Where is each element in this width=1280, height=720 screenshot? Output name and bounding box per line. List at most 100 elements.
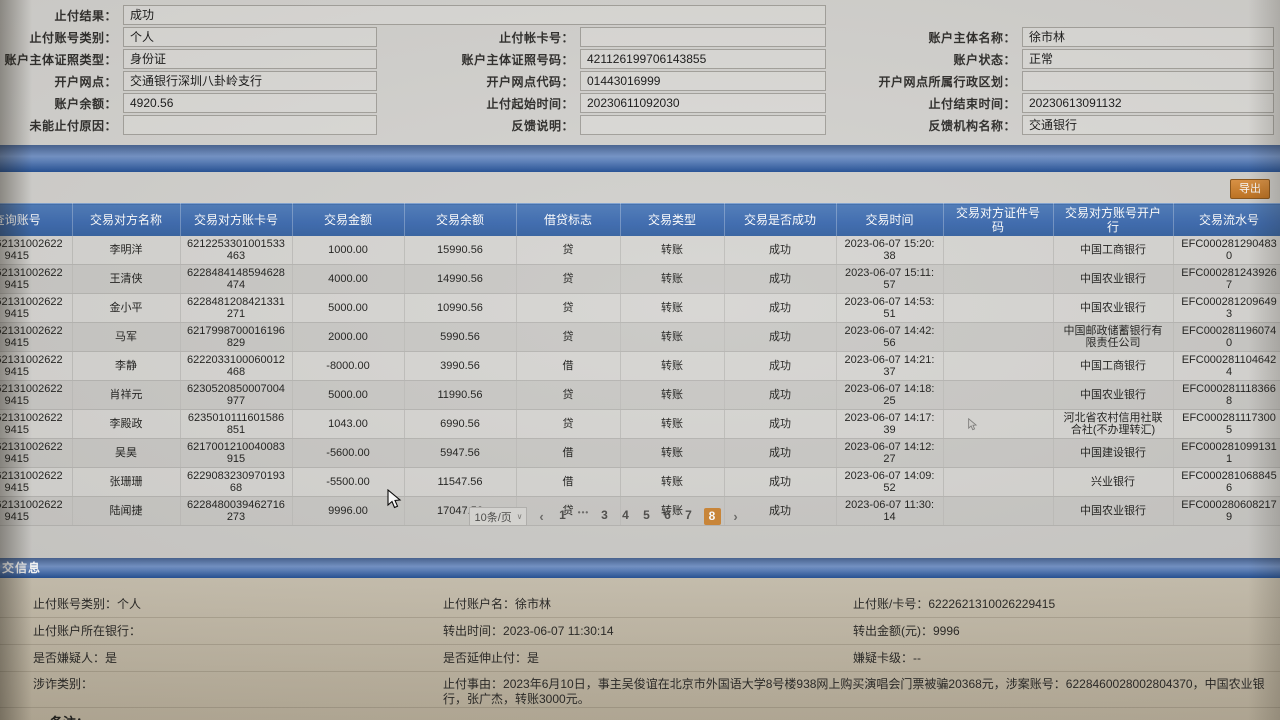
table-cell: 6222621310026229415: [0, 293, 73, 323]
field-value: 交通银行深圳八卦岭支行: [123, 71, 377, 91]
column-header: 借贷标志: [516, 203, 621, 236]
field-label: 止付账号类别：: [29, 30, 117, 45]
detail-field: 止付账户名：徐市林: [443, 597, 853, 612]
detail-label: 涉诈类别：: [33, 677, 94, 691]
table-cell: 贷: [516, 496, 621, 526]
pagination: 10条/页 ∨ ‹ 1 ••• 3 4 5 6 7 8 ›: [0, 507, 1245, 526]
page-button-1[interactable]: 1: [559, 508, 566, 522]
table-cell: 借: [516, 467, 621, 497]
field-label: 反馈机构名称：: [928, 118, 1016, 133]
detail-value: 9996: [933, 623, 960, 638]
table-cell: 6222621310026229415: [0, 409, 73, 439]
transactions-table: 查询账号交易对方名称交易对方账卡号交易金额交易余额借贷标志交易类型交易是否成功交…: [0, 203, 1280, 526]
table-cell: [943, 351, 1054, 381]
form-row: 止付账号类别： 个人 止付帐卡号： 账户主体名称： 徐市林: [0, 26, 1280, 48]
page-size-label: 10条/页: [474, 511, 512, 524]
detail-label: 止付账/卡号：: [853, 596, 929, 611]
detail-value: 2023年6月10日，事主吴俊谊在北京市外国语大学8号楼938网上购买演唱会门票…: [443, 677, 1265, 706]
column-header: 交易余额: [404, 203, 517, 236]
field-label: 账户主体名称：: [928, 30, 1016, 45]
form-row: 止付结果： 成功: [0, 4, 1280, 26]
page-size-select[interactable]: 10条/页 ∨: [468, 507, 527, 526]
table-cell: 借: [516, 438, 621, 468]
table-cell: [943, 409, 1054, 439]
export-button[interactable]: 导出: [1230, 179, 1270, 199]
table-cell: 河北省农村信用社联合社(不办理转汇): [1053, 409, 1174, 439]
detail-row: 止付账户所在银行： 转出时间：2023-06-07 11:30:14 转出金额(元)…: [0, 618, 1280, 645]
table-cell: 转账: [620, 467, 725, 497]
page-ellipsis[interactable]: •••: [577, 508, 590, 517]
transactions-section: 查询账号交易对方名称交易对方账卡号交易金额交易余额借贷标志交易类型交易是否成功交…: [0, 203, 1280, 558]
page-button-4[interactable]: 4: [622, 508, 629, 522]
field-value: [580, 27, 826, 47]
table-cell: 6222621310026229415: [0, 351, 73, 381]
field-value: [1022, 71, 1274, 91]
page-button-7[interactable]: 7: [685, 508, 692, 522]
detail-field: 是否延伸止付：是: [443, 651, 853, 666]
detail-field: 嫌疑卡级：--: [853, 651, 1280, 666]
table-cell: 兴业银行: [1053, 467, 1174, 497]
table-cell: 李殿政: [72, 409, 181, 439]
table-cell: 转账: [620, 322, 725, 352]
detail-field: 是否嫌疑人：是: [33, 651, 443, 666]
table-cell: 3990.56: [404, 351, 517, 381]
prev-page-button[interactable]: ‹: [539, 509, 544, 524]
column-header: 交易时间: [836, 203, 944, 236]
field-label: 开户网点所属行政区划：: [878, 74, 1016, 89]
table-cell: 6228484148594628474: [180, 264, 293, 294]
table-cell: EFC0002812904830: [1173, 236, 1280, 265]
detail-field: 止付账户所在银行：: [33, 624, 443, 639]
field-value: 20230611092030: [580, 93, 826, 113]
table-cell: 成功: [724, 351, 837, 381]
table-cell: 转账: [620, 409, 725, 439]
table-cell: 11547.56: [404, 467, 517, 497]
stop-payment-detail-panel: 止付账号类别：个人 止付账户名：徐市林 止付账/卡号：622262131002622…: [0, 578, 1280, 720]
table-cell: 2023-06-07 14:42:56: [836, 322, 944, 352]
detail-field: 涉诈类别：: [33, 677, 443, 692]
page-button-6[interactable]: 6: [664, 508, 671, 522]
field-label: 止付帐卡号：: [498, 30, 574, 45]
note-label: 备注：: [50, 712, 89, 720]
field-label: 止付结束时间：: [928, 96, 1016, 111]
table-toolbar: 导出: [0, 172, 1280, 203]
table-cell: 成功: [724, 438, 837, 468]
table-cell: 成功: [724, 236, 837, 265]
column-header: 交易类型: [620, 203, 725, 236]
table-cell: EFC0002811173005: [1173, 409, 1280, 439]
table-cell: 成功: [724, 293, 837, 323]
table-cell: 中国邮政储蓄银行有限责任公司: [1053, 322, 1174, 352]
table-cell: 6230520850007004977: [180, 380, 293, 410]
table-cell: 成功: [724, 264, 837, 294]
table-cell: 2023-06-07 14:53:51: [836, 293, 944, 323]
page-button-5[interactable]: 5: [643, 508, 650, 522]
table-cell: -5600.00: [292, 438, 405, 468]
table-cell: 转账: [620, 236, 725, 265]
detail-label: 转出时间：: [443, 623, 504, 638]
page-button-8[interactable]: 8: [703, 508, 721, 525]
table-cell: 5000.00: [292, 380, 405, 410]
detail-label: 止付账户名：: [443, 596, 516, 611]
next-page-button[interactable]: ›: [733, 509, 738, 524]
field-value: 正常: [1022, 49, 1274, 69]
form-row: 开户网点： 交通银行深圳八卦岭支行 开户网点代码： 01443016999 开户网点所属…: [0, 70, 1280, 92]
table-row: 6222621310026229415金小平622848120842133127…: [0, 293, 1280, 323]
chevron-down-icon: ∨: [516, 512, 523, 521]
table-row: 6222621310026229415张珊珊622908323097019368…: [0, 467, 1280, 497]
table-cell: 借: [516, 351, 621, 381]
page-button-3[interactable]: 3: [601, 508, 608, 522]
table-row: 6222621310026229415王清侠622848414859462847…: [0, 264, 1280, 294]
table-cell: -5500.00: [292, 467, 405, 497]
field-value: 421126199706143855: [580, 49, 826, 69]
column-header: 交易是否成功: [724, 203, 837, 236]
table-cell: [943, 496, 1054, 526]
detail-field: 转出金额(元)：9996: [853, 624, 1280, 639]
column-header: 交易对方名称: [72, 203, 181, 236]
field-label: 账户余额：: [54, 96, 117, 111]
table-cell: 2023-06-07 14:18:25: [836, 380, 944, 410]
table-cell: 中国农业银行: [1053, 293, 1174, 323]
table-cell: [943, 380, 1054, 410]
table-cell: EFC0002811183668: [1173, 380, 1280, 410]
detail-value: 徐市林: [515, 596, 552, 611]
table-cell: 转账: [620, 438, 725, 468]
table-cell: 2023-06-07 11:30:14: [836, 496, 944, 526]
